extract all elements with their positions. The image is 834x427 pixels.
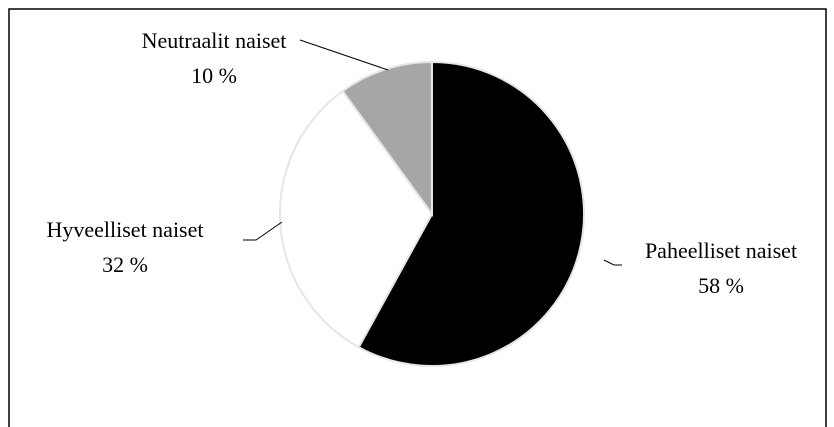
leader-line [243,221,283,241]
slice-label: Hyveelliset naiset [46,217,203,242]
slice-label: Paheelliset naiset [645,238,797,263]
leader-line [603,259,622,266]
frame [8,8,827,427]
slice-label: Neutraalit naiset [142,28,287,53]
pie-slice [357,60,585,367]
leader-line [299,39,389,71]
slice-value-label: 10 % [191,63,237,88]
slice-value-label: 58 % [698,273,744,298]
slice-value-label: 32 % [102,252,148,277]
